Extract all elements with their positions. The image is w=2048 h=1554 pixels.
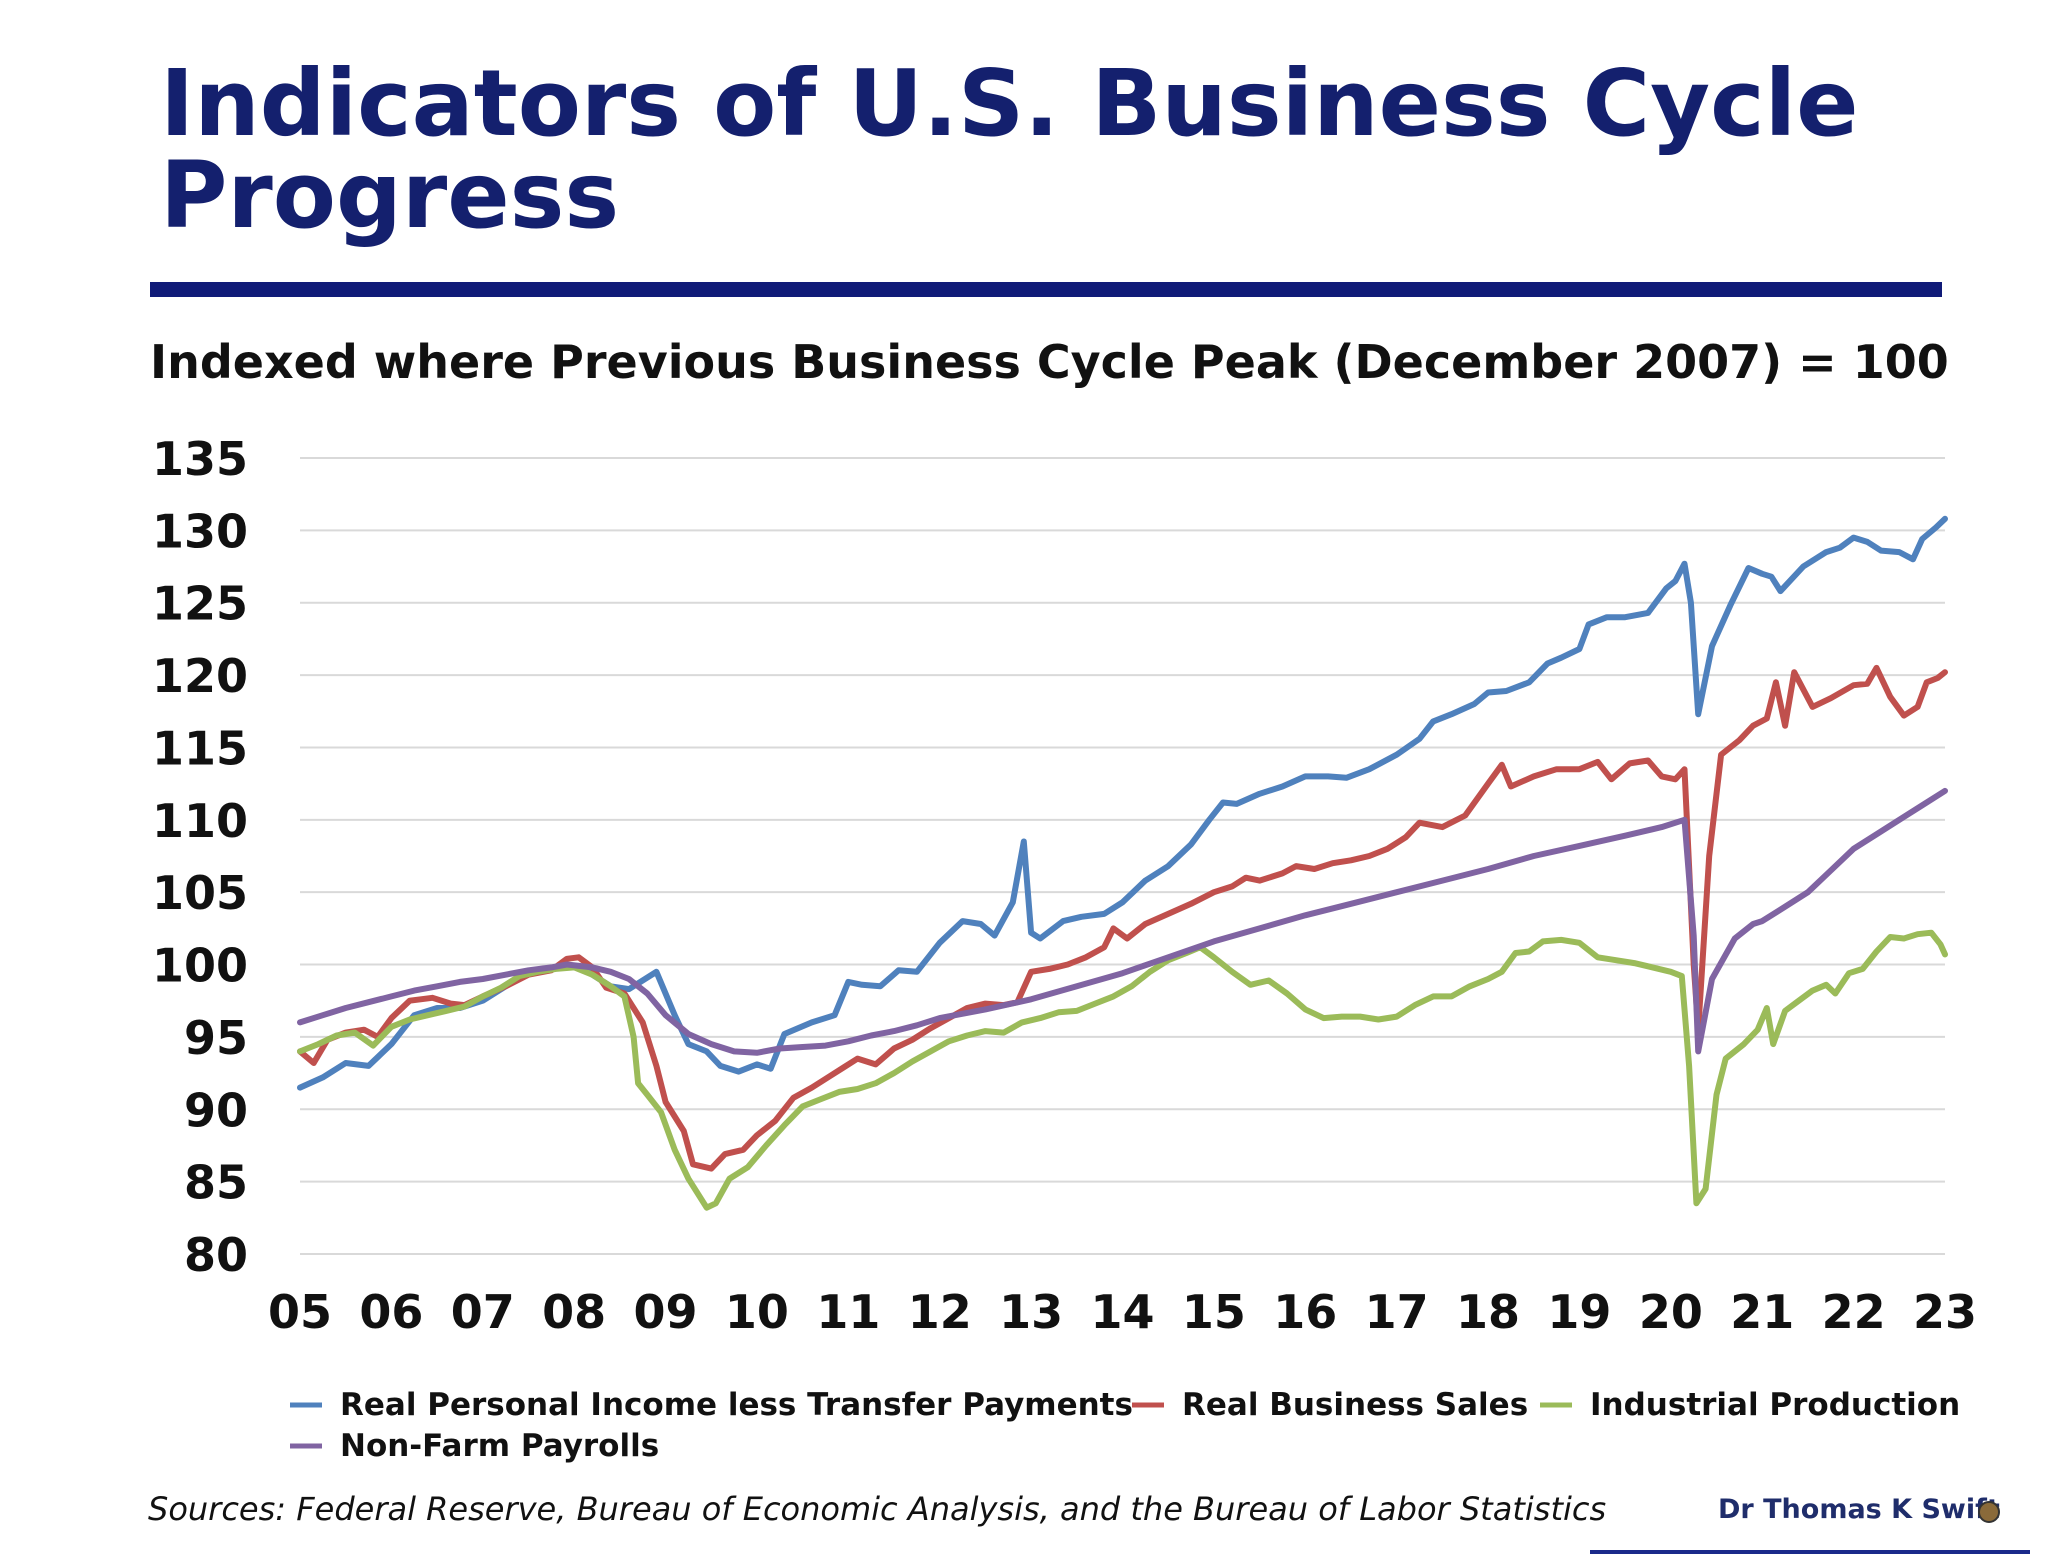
legend: Real Personal Income less Transfer Payme…: [290, 1387, 1960, 1464]
x-tick-label: 16: [1273, 1285, 1337, 1339]
x-tick-label: 13: [999, 1285, 1063, 1339]
series-line-3: [297, 787, 1948, 1056]
x-tick-label: 18: [1456, 1285, 1520, 1339]
y-tick-label: 105: [152, 866, 248, 920]
credit-logo-dot: [1978, 1501, 2000, 1523]
x-tick-label: 07: [451, 1285, 515, 1339]
sources-note: Sources: Federal Reserve, Bureau of Econ…: [148, 1490, 1607, 1528]
y-tick-label: 125: [152, 577, 248, 631]
legend-label-2: Industrial Production: [1590, 1387, 1960, 1423]
x-tick-label: 11: [816, 1285, 880, 1339]
x-tick-label: 23: [1913, 1285, 1977, 1339]
y-tick-label: 115: [152, 721, 248, 775]
legend-label-3: Non-Farm Payrolls: [340, 1428, 659, 1464]
x-tick-label: 14: [1090, 1285, 1154, 1339]
x-tick-label: 17: [1365, 1285, 1429, 1339]
x-tick-label: 15: [1182, 1285, 1246, 1339]
legend-label-0: Real Personal Income less Transfer Payme…: [340, 1387, 1133, 1423]
x-tick-label: 05: [268, 1285, 332, 1339]
legend-label-1: Real Business Sales: [1182, 1387, 1528, 1423]
x-tick-label: 19: [1547, 1285, 1611, 1339]
y-tick-label: 90: [184, 1083, 248, 1137]
series-lines: [297, 515, 1948, 1211]
x-tick-label: 06: [359, 1285, 423, 1339]
y-axis-ticks: 80 85 90 95 100 105 110 115 120 125 130 135: [152, 432, 248, 1282]
chart-subtitle: Indexed where Previous Business Cycle Pe…: [150, 335, 1949, 389]
y-tick-label: 120: [152, 649, 248, 703]
y-tick-label: 135: [152, 432, 248, 486]
y-tick-label: 80: [184, 1228, 248, 1282]
series-line-1: [297, 664, 1948, 1172]
author-credit: Dr Thomas K Swift: [1718, 1494, 2000, 1525]
x-axis-ticks: 05 06 07 08 09 10 11 12 13 14 15 16 17 18 19 20 21 22 23: [268, 1285, 1977, 1339]
x-tick-label: 10: [725, 1285, 789, 1339]
y-tick-label: 100: [152, 939, 248, 993]
x-tick-label: 12: [908, 1285, 972, 1339]
y-tick-label: 85: [184, 1156, 248, 1210]
y-tick-label: 130: [152, 504, 248, 558]
x-tick-label: 21: [1730, 1285, 1794, 1339]
gridlines: [300, 457, 1945, 1255]
y-tick-label: 95: [184, 1011, 248, 1065]
x-tick-label: 20: [1639, 1285, 1703, 1339]
x-tick-label: 08: [542, 1285, 606, 1339]
x-tick-label: 09: [634, 1285, 698, 1339]
chart-title: Indicators of U.S. Business Cycle Progre…: [160, 50, 1859, 249]
credit-underline: [1590, 1550, 2030, 1554]
title-divider: [150, 282, 1942, 297]
y-tick-label: 110: [152, 794, 248, 848]
x-tick-label: 22: [1822, 1285, 1886, 1339]
